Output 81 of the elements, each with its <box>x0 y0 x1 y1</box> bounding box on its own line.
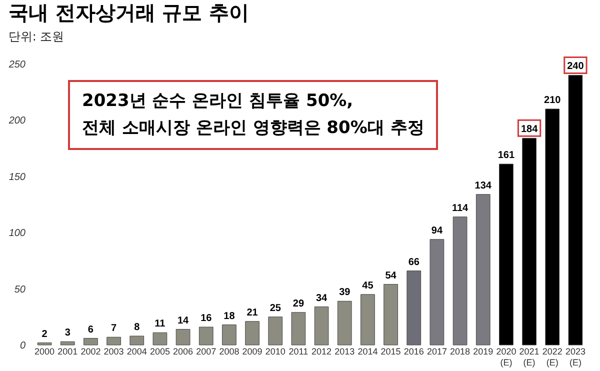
data-label: 240 <box>567 61 584 72</box>
x-tick-label: 2019 <box>473 346 494 356</box>
bar <box>406 270 422 346</box>
chart-subtitle: 단위: 조원 <box>8 29 64 44</box>
x-tick-label: 2023 (E) <box>565 346 586 368</box>
bar <box>198 326 214 346</box>
bar <box>430 239 444 346</box>
data-label: 14 <box>177 315 190 326</box>
x-tick-label: 2013 <box>334 346 355 356</box>
bar <box>545 108 560 346</box>
bar <box>268 316 283 346</box>
data-label: 6 <box>88 324 94 336</box>
data-label: 2 <box>42 328 48 340</box>
data-label: 54 <box>385 270 397 282</box>
x-tick-label: 2002 <box>80 346 101 356</box>
bar <box>222 324 236 346</box>
data-label: 210 <box>544 94 562 106</box>
bar <box>245 321 260 346</box>
data-label: 18 <box>224 310 236 322</box>
y-tick-label: 50 <box>14 284 26 296</box>
data-label: 114 <box>452 202 469 214</box>
bar <box>152 332 168 346</box>
x-tick-label: 2021 (E) <box>519 346 540 368</box>
data-label: 184 <box>520 124 538 136</box>
y-tick-label: 200 <box>8 116 26 127</box>
x-tick-label: 2001 <box>58 346 78 356</box>
data-label: 39 <box>339 287 351 298</box>
bar <box>568 74 583 346</box>
bar <box>291 312 306 346</box>
x-tick-label: 2004 <box>126 346 147 356</box>
data-label: 8 <box>134 322 140 334</box>
data-label: 16 <box>200 313 212 324</box>
bar <box>360 294 375 346</box>
bar <box>337 300 352 346</box>
x-tick-label: 2011 <box>288 346 308 356</box>
data-label: 45 <box>362 280 374 292</box>
x-tick-label: 2014 <box>358 346 378 356</box>
x-tick-label: 2016 <box>404 346 424 356</box>
x-tick-label: 2007 <box>196 346 216 356</box>
y-tick-label: 0 <box>20 340 26 352</box>
annotation: 2023년 순수 온라인 침투율 50%, 전체 소매시장 온라인 영향력은 80%대 추정 <box>68 80 438 150</box>
x-tick-label: 2012 <box>312 346 332 356</box>
x-tick-label: 2017 <box>426 346 447 356</box>
x-tick-label: 2020 (E) <box>496 346 516 368</box>
data-label: 3 <box>64 328 71 339</box>
x-tick-label: 2003 <box>104 346 124 356</box>
bar <box>106 336 121 346</box>
y-tick-label: 100 <box>8 228 26 240</box>
bar <box>84 338 98 346</box>
data-label: 94 <box>431 225 443 236</box>
data-label: 66 <box>408 256 420 268</box>
y-tick-label: 250 <box>8 60 26 70</box>
bar <box>384 284 398 346</box>
x-tick-label: 2010 <box>265 346 286 356</box>
data-label: 29 <box>292 298 304 310</box>
bar <box>499 164 514 346</box>
data-label: 21 <box>246 307 258 318</box>
x-tick-label: 2005 <box>150 346 170 356</box>
data-label: 34 <box>316 292 328 304</box>
x-tick-label: 2008 <box>219 346 240 356</box>
data-label: 7 <box>111 323 118 334</box>
x-tick-label: 2015 <box>380 346 401 356</box>
x-tick-label: 2000 <box>34 346 55 356</box>
data-label: 25 <box>270 302 282 314</box>
bar <box>60 341 75 346</box>
data-label: 11 <box>154 318 166 330</box>
x-tick-label: 2022 (E) <box>542 346 562 368</box>
bar <box>130 336 144 346</box>
bar <box>37 342 52 346</box>
x-tick-label: 2006 <box>173 346 194 356</box>
bar <box>452 216 468 346</box>
data-label: 134 <box>474 180 492 192</box>
bar <box>314 306 329 346</box>
x-tick-label: 2009 <box>242 346 262 356</box>
x-tick-label: 2018 <box>450 346 470 356</box>
bar <box>476 194 490 346</box>
bar <box>522 138 536 346</box>
chart-title: 국내 전자상거래 규모 추이 <box>8 0 250 24</box>
bar <box>176 329 190 346</box>
y-tick-label: 150 <box>8 172 26 183</box>
data-label: 161 <box>498 150 515 162</box>
